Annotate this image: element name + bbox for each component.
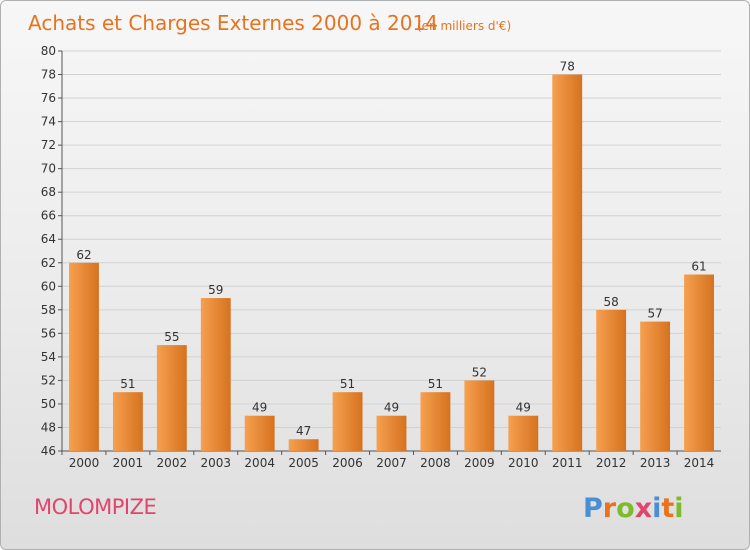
y-tick-label: 80 <box>41 44 56 58</box>
y-tick-label: 72 <box>41 138 56 152</box>
bar-2008 <box>420 392 451 451</box>
value-label-2009: 52 <box>472 365 487 379</box>
chart-unit: (en milliers d'€) <box>417 19 511 33</box>
x-tick-labels: 2000 2001 2002 2003 2004 2005 2006 2007 2008 2009… <box>61 451 715 470</box>
y-tick-label: 64 <box>41 232 56 246</box>
x-tick-label-2014: 2014 <box>684 456 715 470</box>
x-tick-label-2000: 2000 <box>69 456 100 470</box>
bar-2006 <box>332 392 363 451</box>
bar-2007 <box>376 415 407 451</box>
x-tick-label-2001: 2001 <box>113 456 144 470</box>
bar-2002 <box>156 345 187 451</box>
y-tick-label: 46 <box>41 444 56 458</box>
x-tick-label-2006: 2006 <box>332 456 363 470</box>
bar-2013 <box>640 321 671 451</box>
value-label-2012: 58 <box>604 295 619 309</box>
value-label-2004: 49 <box>252 401 267 415</box>
value-label-2001: 51 <box>120 377 135 391</box>
bar-2001 <box>112 392 143 451</box>
x-tick-label-2008: 2008 <box>420 456 451 470</box>
y-tick-label: 54 <box>41 350 56 364</box>
chart-title: Achats et Charges Externes 2000 à 2014 <box>28 11 438 35</box>
y-tick-label: 56 <box>41 326 56 340</box>
y-tick-label: 52 <box>41 373 56 387</box>
y-tick-label: 66 <box>41 209 56 223</box>
bar-2011 <box>552 74 583 451</box>
value-label-2002: 55 <box>164 330 179 344</box>
y-tick-label: 74 <box>41 115 56 129</box>
x-tick-label-2005: 2005 <box>288 456 319 470</box>
value-label-2006: 51 <box>340 377 355 391</box>
y-tick-label: 62 <box>41 256 56 270</box>
y-tick-label: 70 <box>41 162 56 176</box>
bars <box>69 74 714 451</box>
x-tick-label-2002: 2002 <box>157 456 188 470</box>
y-tick-label: 58 <box>41 303 56 317</box>
bar-2005 <box>288 439 319 451</box>
x-tick-label-2007: 2007 <box>376 456 407 470</box>
value-label-2010: 49 <box>516 401 531 415</box>
x-tick-label-2012: 2012 <box>596 456 627 470</box>
value-label-2003: 59 <box>208 283 223 297</box>
bar-2003 <box>200 298 231 451</box>
y-tick-labels: 46 48 50 52 54 56 58 60 62 64 66 68 70 72 74 76 78 80 <box>41 44 56 458</box>
y-tick-label: 50 <box>41 397 56 411</box>
bar-2000 <box>69 262 99 451</box>
bar-2010 <box>508 415 539 451</box>
x-tick-label-2013: 2013 <box>640 456 671 470</box>
commune-name: MOLOMPIZE <box>34 495 156 519</box>
bar-2009 <box>464 380 495 451</box>
value-label-2005: 47 <box>296 424 311 438</box>
value-label-2007: 49 <box>384 401 399 415</box>
svg-text:Proxiti: Proxiti <box>583 493 684 524</box>
value-label-2000: 62 <box>76 248 91 262</box>
bar-2012 <box>596 309 627 451</box>
bar-2004 <box>244 415 275 451</box>
y-tick-label: 60 <box>41 279 56 293</box>
value-label-2011: 78 <box>560 60 575 74</box>
y-tick-label: 76 <box>41 91 56 105</box>
value-labels: 62 51 55 59 49 47 51 49 51 52 49 78 58 57 61 <box>76 60 706 439</box>
proxiti-logo: Proxiti <box>583 493 684 524</box>
x-tick-label-2004: 2004 <box>244 456 275 470</box>
x-tick-label-2010: 2010 <box>508 456 539 470</box>
y-tick-label: 68 <box>41 185 56 199</box>
y-tick-label: 78 <box>41 68 56 82</box>
x-tick-label-2009: 2009 <box>464 456 495 470</box>
value-label-2008: 51 <box>428 377 443 391</box>
value-label-2014: 61 <box>691 260 706 274</box>
value-label-2013: 57 <box>647 307 662 321</box>
y-tick-label: 48 <box>41 420 56 434</box>
x-tick-label-2011: 2011 <box>552 456 583 470</box>
bar-2014 <box>684 274 714 451</box>
x-tick-label-2003: 2003 <box>200 456 231 470</box>
